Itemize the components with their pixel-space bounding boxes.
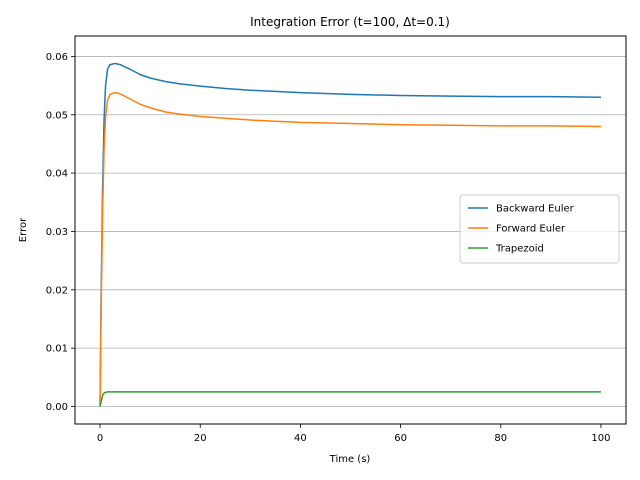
x-tick-label: 0 [97, 433, 103, 444]
x-tick-label: 40 [294, 433, 307, 444]
ticks-layer: 0.00 0.01 0.02 0.03 0.04 0.05 0.06 0 20 40 60 80 100 [46, 52, 611, 444]
x-tick-label: 20 [194, 433, 207, 444]
grid-layer [75, 56, 626, 407]
y-tick-label: 0.03 [46, 227, 68, 238]
y-tick-label: 0.02 [46, 285, 68, 296]
x-axis-label: Time (s) [329, 454, 371, 465]
y-tick-label: 0.04 [46, 169, 68, 180]
legend-box [459, 194, 620, 264]
legend: Backward Euler Forward Euler Trapezoid [459, 194, 620, 264]
x-tick-label: 60 [394, 433, 407, 444]
plot-frame [74, 35, 627, 425]
legend-label-forward-euler: Forward Euler [496, 224, 566, 235]
y-tick-label: 0.00 [46, 402, 68, 413]
y-axis-label: Error [18, 217, 29, 242]
series-line-trapezoid [99, 391, 601, 407]
y-tick-label: 0.05 [46, 110, 68, 121]
x-tick-label: 80 [494, 433, 507, 444]
chart-title: Integration Error (t=100, Δt=0.1) [250, 15, 450, 29]
y-tick-label: 0.06 [46, 52, 68, 63]
y-tick-label: 0.01 [46, 344, 68, 355]
series-line-backward-euler [99, 62, 601, 407]
x-tick-label: 100 [591, 433, 610, 444]
legend-label-trapezoid: Trapezoid [495, 244, 544, 255]
series-layer [99, 62, 601, 407]
legend-label-backward-euler: Backward Euler [496, 204, 575, 215]
series-line-forward-euler [99, 91, 601, 407]
